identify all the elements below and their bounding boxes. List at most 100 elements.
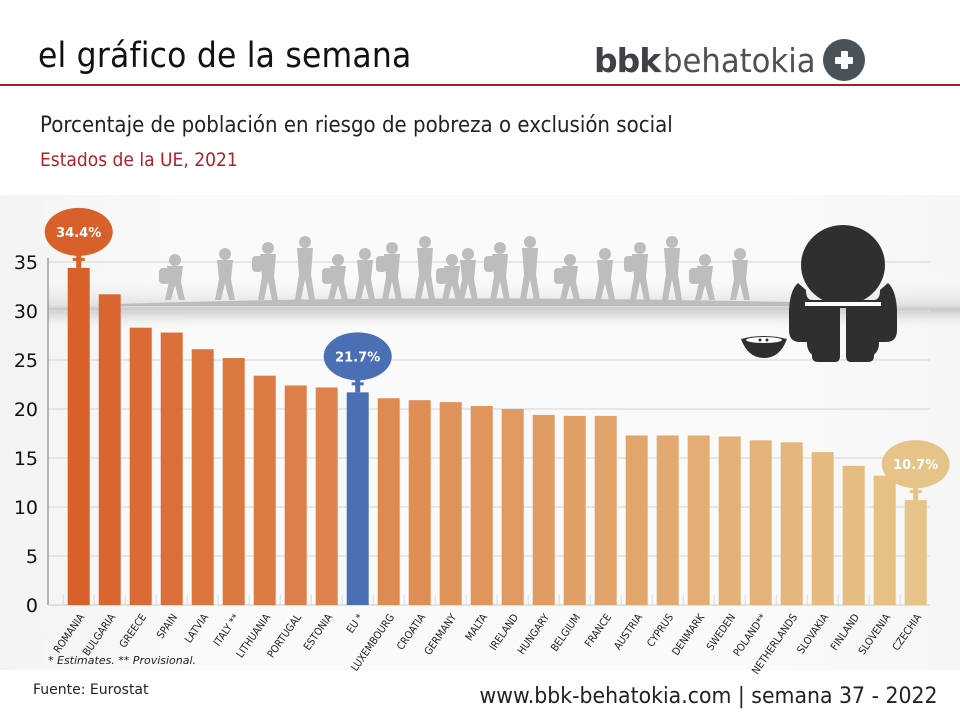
silhouette-head [332,254,344,266]
silhouette-head [699,254,711,266]
x-tick-label: DENMARK [670,611,708,658]
silhouette-bag [689,268,700,284]
x-tick-label: SLOVENIA [856,611,893,657]
x-tick-label: FINLAND [828,612,862,653]
callout-bubble [323,332,392,381]
silhouette-bag [436,268,447,284]
x-tick-label: CROATIA [395,611,429,652]
silhouette-head [634,242,646,254]
source-label: Fuente: Eurostat [33,682,149,698]
silhouette-head [169,254,181,266]
silhouette-head [462,248,474,260]
plus-circle-icon [823,39,866,81]
bar-czechia [904,500,927,605]
x-tick-label: EU * [345,612,367,636]
silhouette-body [215,260,235,300]
silhouette-head [386,242,398,254]
silhouette-head [299,236,311,248]
bars [67,267,927,605]
silhouette-head [494,242,506,254]
silhouette-bag [252,256,263,272]
logo-bbk-text: bbk [594,40,661,80]
silhouette-bag [484,256,495,272]
bar-luxembourg [377,398,400,605]
silhouette-body [295,248,315,300]
chart-subtitle: Estados de la UE, 2021 [40,149,238,171]
bar-greece [129,327,152,605]
bar-romania [67,267,90,605]
bar-ireland [501,409,524,605]
y-tick-label: 0 [26,595,38,617]
x-tick-label: BELGIUM [549,612,583,654]
silhouette-head [359,248,371,260]
callout-eu: 21.7% [323,332,392,393]
brand-logo[interactable]: bbk behatokia [594,37,866,83]
bar-austria [625,435,648,605]
y-tick-label: 10 [14,497,38,519]
silhouette-ground [120,298,790,306]
callout-stem-cap [909,490,922,494]
x-tick-label: ITALY ** [212,612,243,649]
silhouette-body [520,248,540,300]
callouts: 34.4% 21.7% 10.7% [44,207,950,501]
chart-title: Porcentaje de población en riesgo de pob… [40,113,673,138]
x-tick-label: IRELAND [487,612,521,653]
bar-croatia [408,400,431,605]
silhouette-head [524,236,536,248]
callout-bubble [44,207,113,256]
callout-label: 10.7% [893,458,938,473]
bar-netherlands [780,442,803,605]
bar-estonia [315,387,338,605]
silhouette-body [662,248,682,300]
silhouette-head [219,248,231,260]
silhouette-bag [624,256,635,272]
callout-label: 21.7% [335,350,380,365]
silhouette-head [599,248,611,260]
silhouette-head [446,254,458,266]
x-tick-label: MALTA [463,611,490,643]
bar-germany [439,402,462,605]
silhouette-head [666,236,678,248]
bar-france [594,415,617,605]
y-tick-label: 20 [14,399,38,421]
x-tick-label: CYPRUS [645,612,676,649]
bar-sweden [718,436,741,605]
silhouette-bag [322,268,333,284]
bar-finland [842,465,865,605]
x-tick-label: AUSTRIA [612,611,646,652]
x-tick-label: CZECHIA [890,611,924,653]
y-tick-label: 5 [26,546,38,568]
bar-hungary [532,414,555,605]
callout-romania: 34.4% [44,207,113,268]
silhouette-head [564,254,576,266]
footer-url-link[interactable]: www.bbk-behatokia.com | semana 37 - 2022 [479,684,938,709]
bar-portugal [284,385,307,605]
callout-stem-cap [72,257,85,261]
callout-bubble [881,440,950,489]
silhouette-head [262,242,274,254]
silhouette-bag [554,268,565,284]
bar-slovenia [873,475,896,605]
x-tick-label: HUNGARY [516,612,553,657]
migrant-silhouettes-icon [120,236,790,306]
silhouette-body [730,260,750,300]
x-tick-label: ESTONIA [302,611,336,652]
bar-slovakia [811,452,834,605]
y-tick-label: 35 [14,252,38,274]
bar-malta [470,406,493,605]
x-tick-label: FRANCE [583,612,614,650]
silhouette-body [458,260,478,300]
silhouette-head [734,248,746,260]
x-tick-label: SPAIN [155,612,181,641]
page-title: el gráfico de la semana [38,36,412,76]
seated-person-icon [789,225,897,362]
y-tick-labels: 0 5 10 15 20 25 30 35 [14,252,38,617]
silhouette-bag [376,256,387,272]
x-tick-label: SWEDEN [704,612,738,653]
y-tick-label: 30 [14,301,38,323]
bar-lithuania [253,375,276,605]
x-tick-label: GREECE [117,612,149,650]
y-tick-label: 25 [14,350,38,372]
bar-denmark [687,435,710,605]
